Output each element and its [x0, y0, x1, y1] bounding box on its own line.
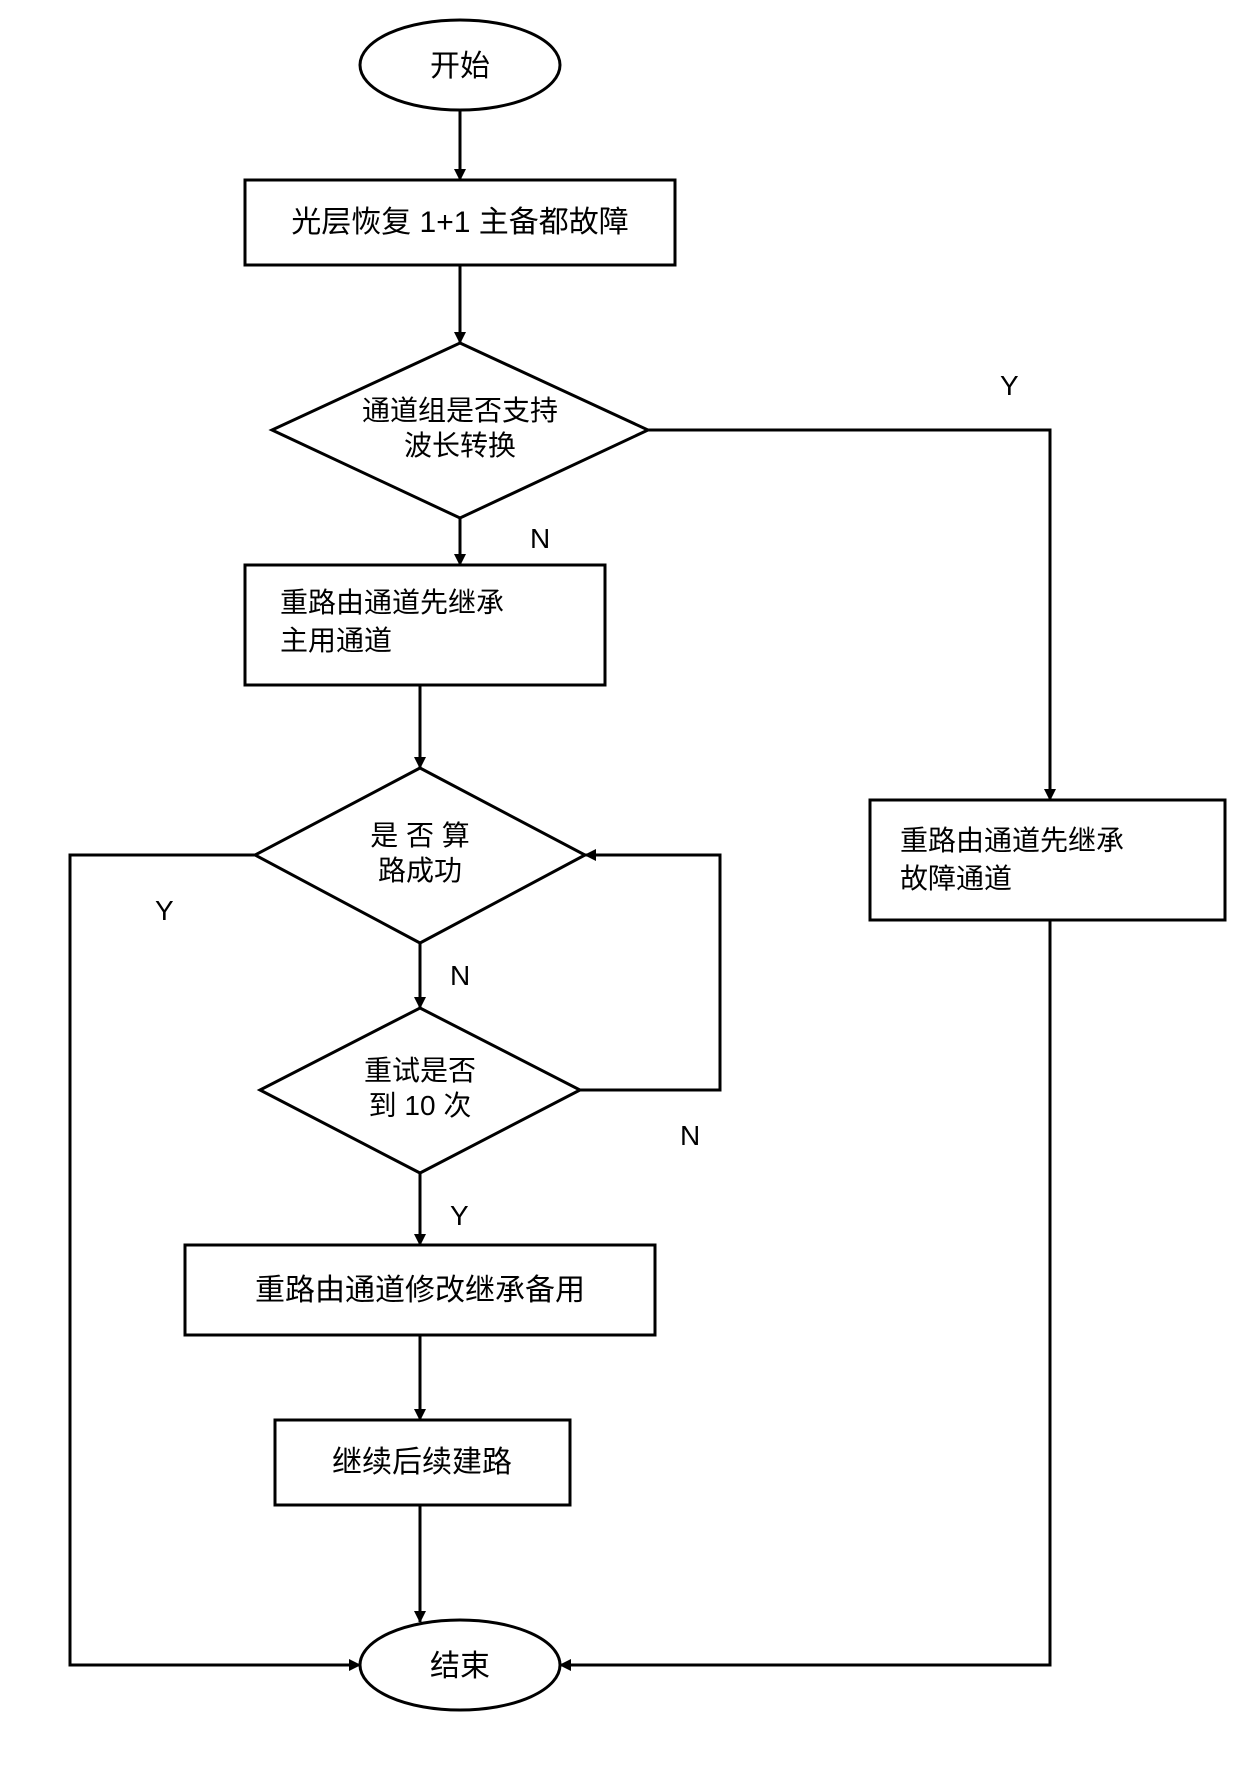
- label-d1-y: Y: [1000, 370, 1019, 401]
- label-d3-y: Y: [450, 1200, 469, 1231]
- label-d2-y: Y: [155, 895, 174, 926]
- node-end-label: 结束: [430, 1650, 490, 1683]
- node-p2-line1: 重路由通道先继承: [280, 587, 504, 618]
- label-d1-n: N: [530, 523, 550, 554]
- node-p5: [870, 800, 1225, 920]
- node-p5-line1: 重路由通道先继承: [900, 825, 1124, 856]
- node-d2-line2: 路成功: [378, 855, 462, 886]
- node-d3-line2: 到 10 次: [369, 1090, 472, 1121]
- label-d2-n: N: [450, 960, 470, 991]
- node-d3-line1: 重试是否: [364, 1055, 476, 1086]
- node-d1-line2: 波长转换: [404, 430, 516, 461]
- node-p5-line2: 故障通道: [900, 863, 1012, 894]
- node-p4-label: 继续后续建路: [332, 1446, 512, 1479]
- node-d1-line1: 通道组是否支持: [362, 395, 558, 426]
- label-d3-n: N: [680, 1120, 700, 1151]
- node-p1-label: 光层恢复 1+1 主备都故障: [291, 206, 629, 239]
- edge: [648, 430, 1050, 800]
- edge: [580, 855, 720, 1090]
- node-p2-line2: 主用通道: [280, 625, 392, 656]
- node-p3-label: 重路由通道修改继承备用: [255, 1274, 585, 1307]
- node-start-label: 开始: [430, 50, 490, 83]
- node-d2-line1: 是 否 算: [370, 820, 470, 851]
